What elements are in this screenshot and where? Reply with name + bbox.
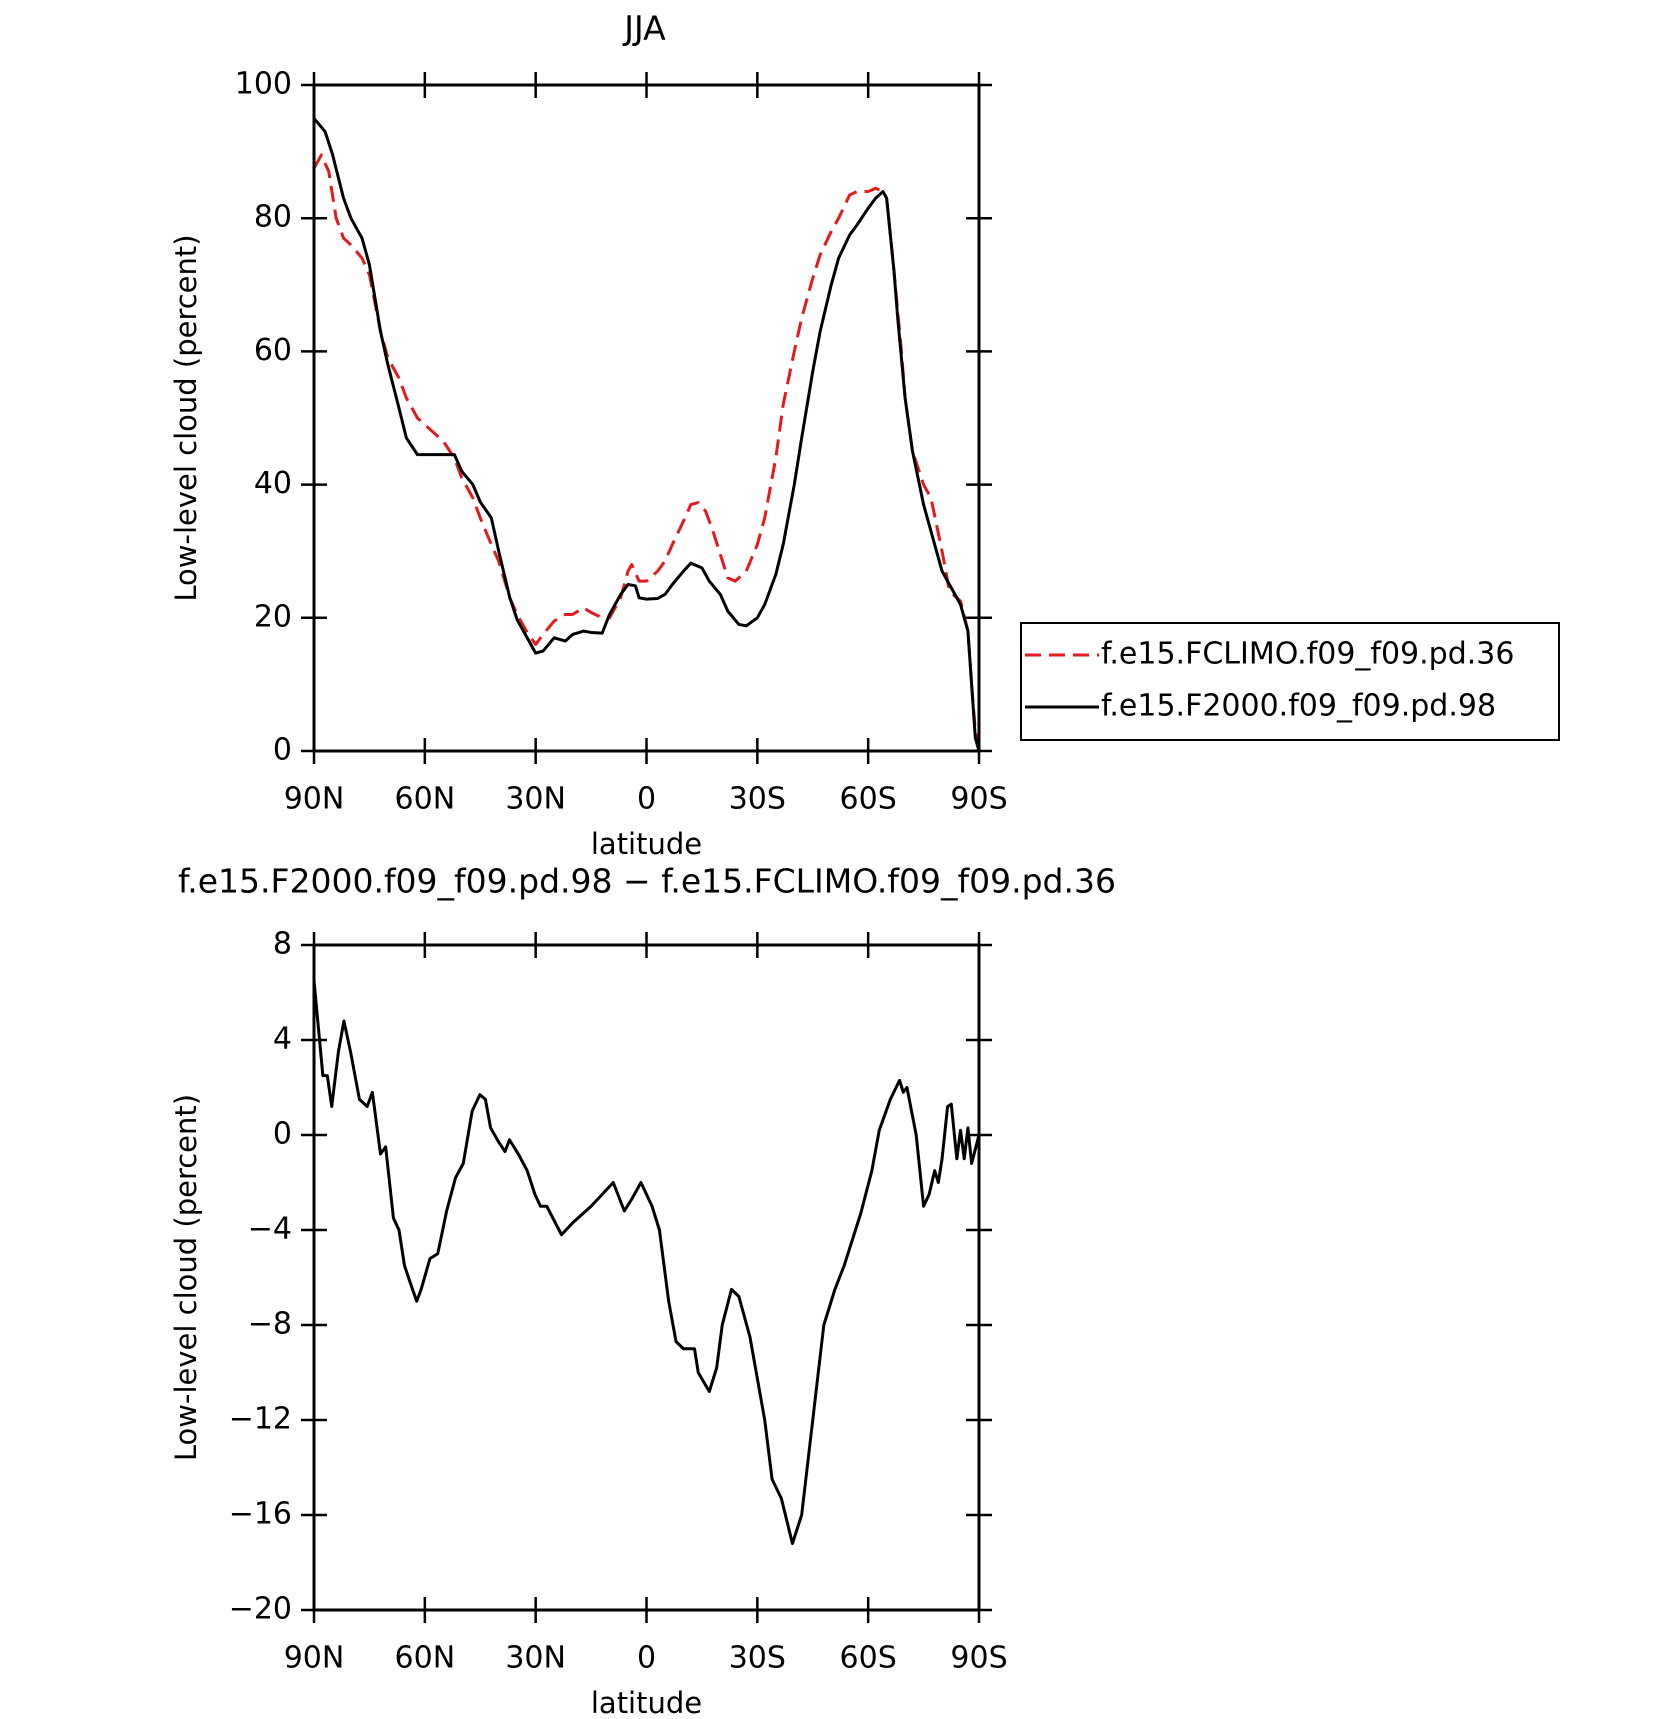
- legend-label: f.e15.FCLIMO.f09_f09.pd.36: [1101, 637, 1514, 672]
- y-tick-label: −20: [229, 1592, 292, 1627]
- x-tick-label: 60N: [395, 1641, 456, 1676]
- chart-title: f.e15.F2000.f09_f09.pd.98 − f.e15.FCLIMO…: [178, 862, 1116, 901]
- x-tick-label: 60S: [840, 782, 897, 817]
- series-line: [312, 153, 981, 752]
- y-tick-label: 0: [273, 1117, 292, 1152]
- x-tick-label: 30N: [505, 782, 566, 817]
- y-axis-label: Low-level cloud (percent): [169, 234, 203, 601]
- y-tick-label: 100: [235, 67, 292, 102]
- chart-title: JJA: [622, 9, 666, 48]
- legend-label: f.e15.F2000.f09_f09.pd.98: [1101, 689, 1496, 724]
- y-tick-label: −12: [229, 1402, 292, 1437]
- x-axis-label: latitude: [591, 1686, 702, 1719]
- x-tick-label: 0: [637, 1641, 656, 1676]
- legend-box: [1020, 622, 1560, 741]
- plot-frame: [312, 83, 981, 753]
- y-tick-label: 20: [254, 599, 292, 634]
- x-axis-label: latitude: [591, 827, 702, 861]
- series-line: [312, 117, 981, 752]
- plot-frame: [312, 943, 981, 1612]
- x-tick-label: 60N: [395, 782, 456, 817]
- y-tick-label: −8: [248, 1307, 292, 1342]
- y-tick-label: 80: [254, 200, 292, 235]
- x-tick-label: 90S: [950, 1641, 1007, 1676]
- x-tick-label: 0: [637, 782, 656, 817]
- x-tick-label: 60S: [840, 1641, 897, 1676]
- y-tick-label: −4: [248, 1212, 292, 1247]
- x-tick-label: 30N: [505, 1641, 566, 1676]
- x-tick-label: 30S: [729, 1641, 786, 1676]
- x-tick-label: 30S: [729, 782, 786, 817]
- y-tick-label: 4: [273, 1022, 292, 1057]
- y-axis-label: Low-level cloud (percent): [169, 1094, 203, 1461]
- y-tick-label: 8: [273, 927, 292, 962]
- x-tick-label: 90N: [284, 1641, 345, 1676]
- series-line: [312, 980, 981, 1545]
- x-tick-label: 90N: [284, 782, 345, 817]
- y-tick-label: 60: [254, 333, 292, 368]
- y-tick-label: 0: [273, 733, 292, 768]
- x-tick-label: 90S: [950, 782, 1007, 817]
- y-tick-label: 40: [254, 466, 292, 501]
- y-tick-label: −16: [229, 1497, 292, 1532]
